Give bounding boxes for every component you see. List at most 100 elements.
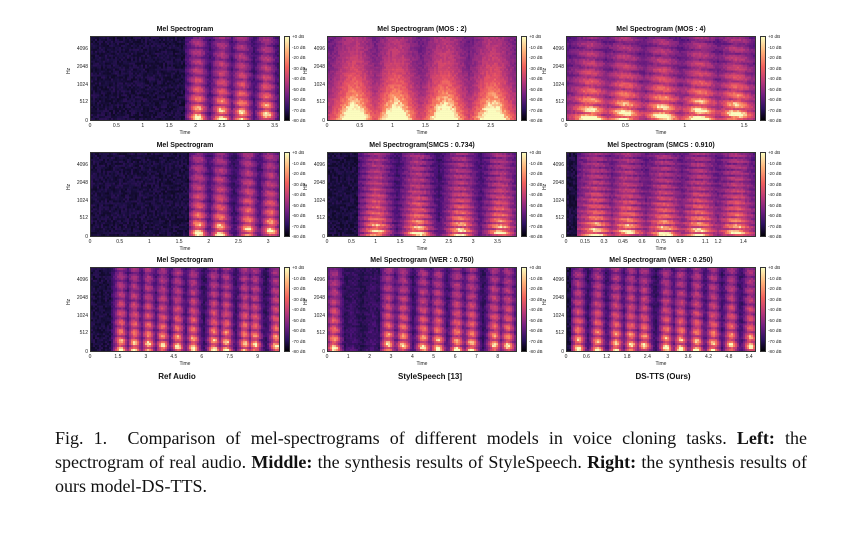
y-tick-label: 1024 [307, 313, 325, 319]
colorbar [284, 152, 290, 237]
spectrogram-panel: Mel Spectrogram (SMCS : 0.910) Hz 4096 2048… [536, 142, 798, 260]
x-tick-label: 0.6 [639, 239, 646, 245]
colorbar-tick-label: -40 dB [292, 76, 306, 81]
colorbar-tick-label: -20 dB [529, 55, 543, 60]
y-tick-label: 4096 [307, 277, 325, 283]
colorbar-tick-label: -40 dB [768, 76, 782, 81]
colorbar-tick-label: -60 dB [768, 97, 782, 102]
colorbar-tick-label: -20 dB [292, 171, 306, 176]
colorbar-tick-label: +0 dB [768, 34, 780, 39]
x-tick-label: 7 [475, 354, 478, 360]
colorbar-tick-label: -60 dB [768, 328, 782, 333]
spectrogram-panel: Mel Spectrogram Hz 4096 2048 1024 512 0 0 0.5 1 1.… [60, 142, 322, 260]
y-tick-label: 4096 [70, 277, 88, 283]
x-tick-label: 3 [666, 354, 669, 360]
y-tick-label: 512 [307, 215, 325, 221]
y-tick-label: 512 [546, 99, 564, 105]
x-ticks: 0 0.5 1 1.5 2 2.5 [326, 123, 517, 130]
column-label-dstts: DS-TTS (Ours) [635, 372, 690, 381]
panel-title: Mel Spectrogram (MOS : 4) [566, 26, 756, 33]
colorbar-tick-label: -40 dB [292, 192, 306, 197]
colorbar-tick-label: -70 dB [292, 108, 306, 113]
spectrogram-plot [90, 267, 280, 352]
x-ticks: 0 1 2 3 4 5 6 7 8 [326, 354, 517, 361]
y-tick-label: 512 [70, 99, 88, 105]
spectrogram-image [328, 153, 516, 236]
x-tick-label: 0.3 [601, 239, 608, 245]
colorbar-tick-label: +0 dB [529, 265, 541, 270]
spectrogram-plot [566, 36, 756, 121]
x-tick-label: 1 [391, 123, 394, 129]
x-tick-label: 2.5 [487, 123, 494, 129]
colorbar-tick-label: -30 dB [768, 297, 782, 302]
colorbar-tick-label: -10 dB [768, 161, 782, 166]
spectrogram-image [91, 153, 279, 236]
panel-title: Mel Spectrogram (WER : 0.250) [566, 257, 756, 264]
colorbar-tick-label: -70 dB [529, 224, 543, 229]
colorbar-tick-label: -60 dB [529, 213, 543, 218]
x-tick-label: 0 [565, 354, 568, 360]
colorbar-tick-label: -70 dB [292, 339, 306, 344]
colorbar [284, 36, 290, 121]
y-tick-label: 512 [70, 215, 88, 221]
colorbar-tick-label: -50 dB [768, 203, 782, 208]
x-axis-label: Time [90, 361, 280, 367]
y-tick-label: 0 [307, 234, 325, 240]
x-tick-label: 3 [267, 239, 270, 245]
colorbar-tick-label: -50 dB [529, 203, 543, 208]
x-tick-label: 1 [683, 123, 686, 129]
y-tick-label: 4096 [70, 162, 88, 168]
colorbar-tick-label: -80 dB [768, 349, 782, 354]
colorbar-tick-label: -70 dB [529, 339, 543, 344]
spectrogram-image [91, 268, 279, 351]
y-tick-label: 0 [70, 118, 88, 124]
panel-title: Mel Spectrogram (SMCS : 0.910) [566, 142, 756, 149]
x-tick-label: 2.4 [644, 354, 651, 360]
x-tick-label: 0 [326, 123, 329, 129]
x-tick-label: 1 [141, 123, 144, 129]
x-tick-label: 5 [432, 354, 435, 360]
x-axis-label: Time [327, 361, 517, 367]
spectrogram-image [328, 37, 516, 120]
y-tick-label: 1024 [546, 313, 564, 319]
y-tick-label: 2048 [307, 295, 325, 301]
colorbar-tick-label: -20 dB [292, 55, 306, 60]
colorbar-tick-label: -40 dB [529, 307, 543, 312]
x-tick-label: 1.5 [422, 123, 429, 129]
colorbar-tick-label: -10 dB [292, 45, 306, 50]
x-tick-label: 3 [472, 239, 475, 245]
column-label-stylespeech: StyleSpeech [13] [398, 372, 462, 381]
colorbar-tick-label: -70 dB [292, 224, 306, 229]
x-tick-label: 2.5 [218, 123, 225, 129]
colorbar-tick-label: -70 dB [768, 339, 782, 344]
y-tick-label: 4096 [307, 46, 325, 52]
colorbar-tick-label: -30 dB [529, 66, 543, 71]
colorbar-tick-label: -60 dB [292, 213, 306, 218]
y-tick-label: 1024 [307, 82, 325, 88]
x-tick-label: 5.4 [746, 354, 753, 360]
x-tick-label: 0.75 [656, 239, 666, 245]
colorbar-tick-label: -60 dB [292, 97, 306, 102]
spectrogram-panel: Mel Spectrogram(SMCS : 0.734) Hz 4096 2048 1… [297, 142, 559, 260]
panel-title: Mel Spectrogram [90, 142, 280, 149]
colorbar-tick-label: -80 dB [292, 349, 306, 354]
x-tick-label: 6 [454, 354, 457, 360]
spectrogram-plot [566, 152, 756, 237]
y-tick-label: 2048 [546, 64, 564, 70]
x-ticks: 0 0.5 1 1.5 [565, 123, 756, 130]
figure-caption: Fig. 1. Comparison of mel-spectrograms o… [55, 426, 807, 498]
x-tick-label: 0.9 [677, 239, 684, 245]
x-tick-label: 1.5 [397, 239, 404, 245]
spectrogram-plot [90, 152, 280, 237]
x-tick-label: 0.5 [622, 123, 629, 129]
y-tick-label: 1024 [70, 82, 88, 88]
x-tick-label: 1.5 [114, 354, 121, 360]
y-tick-label: 2048 [70, 180, 88, 186]
spectrogram-plot [327, 152, 517, 237]
spectrogram-panel: Mel Spectrogram (WER : 0.250) Hz 4096 2048 1… [536, 257, 798, 375]
panel-title: Mel Spectrogram [90, 257, 280, 264]
panel-title: Mel Spectrogram (MOS : 2) [327, 26, 517, 33]
x-tick-label: 0.5 [116, 239, 123, 245]
x-tick-label: 1.2 [603, 354, 610, 360]
colorbar [760, 267, 766, 352]
